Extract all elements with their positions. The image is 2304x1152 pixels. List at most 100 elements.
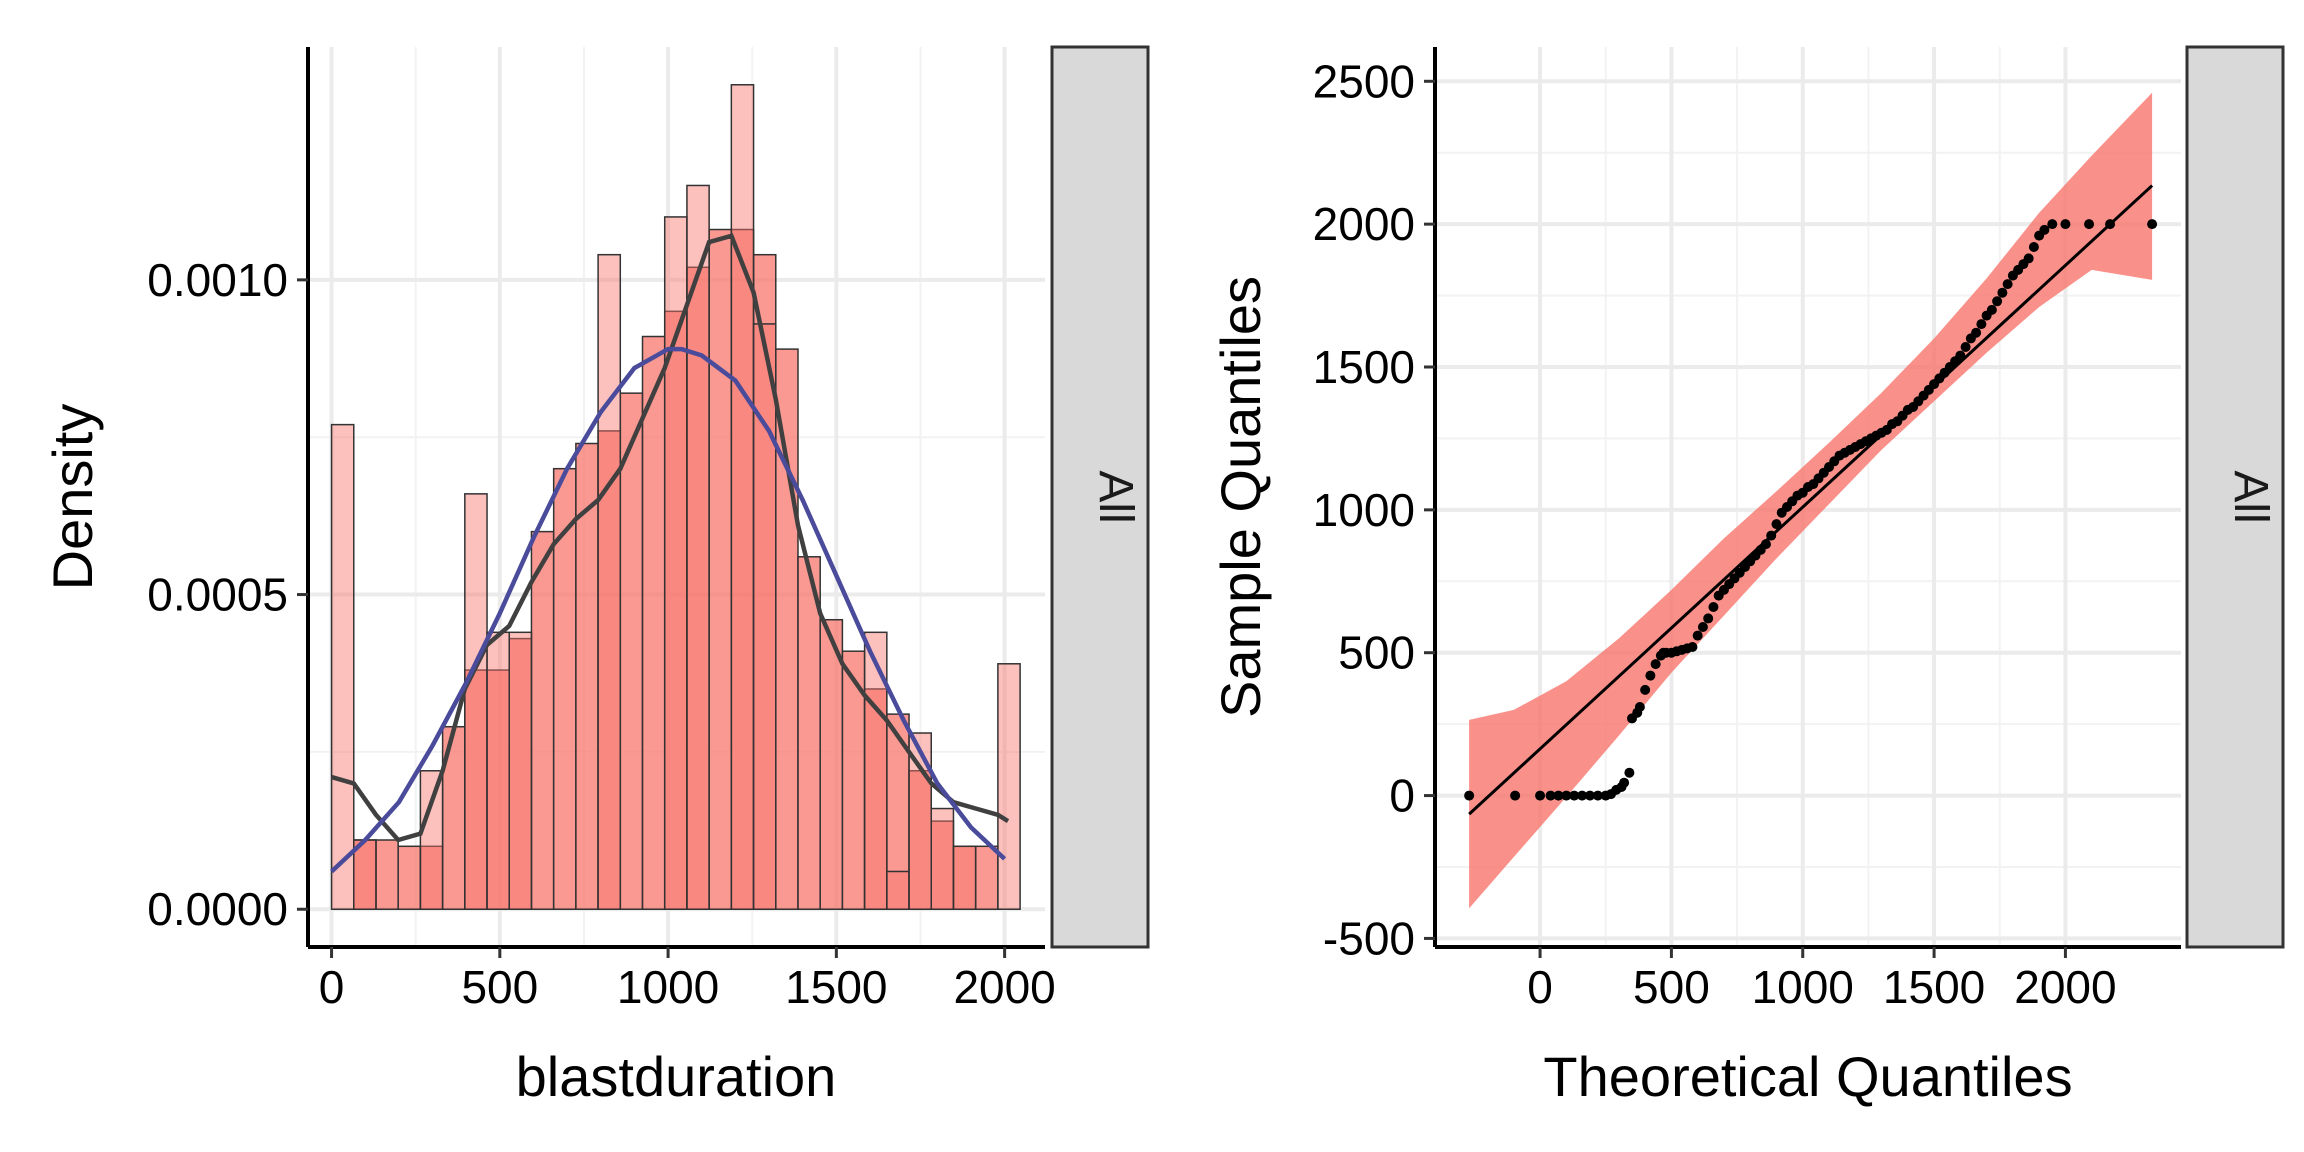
histogram-x-tick-label: 500 [461,961,538,1013]
qq-point [1464,790,1475,801]
qq-point [1624,767,1635,778]
qq-point [1986,304,1997,315]
qq-facet-label: All [2224,470,2277,523]
qq-point [2060,219,2071,230]
histogram-bar [375,839,399,910]
qq-point [1584,790,1595,801]
qq-point [1687,642,1698,652]
histogram-bar [686,184,710,910]
qq-y-tick-label: -500 [1323,912,1415,964]
qq-point [2028,242,2039,252]
histogram-bar [397,845,422,910]
qq-x-tick-label: 500 [1633,961,1710,1013]
histogram-bar [530,530,555,910]
histogram-bar [752,323,777,910]
qq-panel: -500 0 500 1000 1500 2000 2500 0 500 1000 1500 200… [1209,45,2285,1108]
qq-point [2084,219,2095,230]
qq-point [1561,790,1572,801]
histogram-x-ticks: 0 500 1000 1500 2000 [319,947,1056,1013]
qq-point [1697,622,1708,632]
histogram-x-tick-label: 1000 [617,961,719,1013]
qq-point [2147,219,2158,230]
qq-x-tick-label: 0 [1527,961,1553,1013]
normal-density-curve [330,346,1007,874]
qq-point [1771,519,1782,530]
qq-point [1569,790,1580,801]
qq-point [1703,613,1714,624]
histogram-x-tick-label: 0 [319,961,345,1013]
qq-point [1577,790,1588,801]
qq-point [1692,630,1703,641]
qq-point [1535,790,1546,801]
histogram-panel: 0.0000 0.0005 0.0010 0 500 1000 1500 2000 blas… [41,45,1150,1108]
histogram-x-tick-label: 2000 [953,961,1055,1013]
qq-y-tick-label: 1500 [1313,341,1415,393]
histogram-bar [508,631,533,910]
qq-point [1545,790,1556,801]
histogram-bar [619,392,644,910]
histogram-y-axis-title: Density [41,404,104,591]
histogram-facet-strip [1050,45,1150,949]
histogram-bar [597,253,622,910]
qq-x-ticks: 0 500 1000 1500 2000 [1527,947,2117,1013]
qq-point [1960,342,1971,352]
qq-point [2105,219,2116,230]
histogram-bar [930,807,955,910]
histogram-bar [819,618,844,910]
histogram-bars-secondary [330,84,1021,910]
qq-point [1645,670,1656,681]
histogram-bar [708,228,733,910]
qq-x-axis-title: Theoretical Quantiles [1543,1045,2072,1108]
histogram-bar [974,845,999,910]
histogram-bar [952,845,977,910]
qq-point [1971,327,1982,338]
histogram-y-tick-label: 0.0005 [147,569,288,621]
qq-x-tick-label: 1000 [1752,961,1854,1013]
histogram-y-tick-label: 0.0000 [147,883,288,935]
qq-point [2023,253,2034,264]
qq-y-ticks: -500 0 500 1000 1500 2000 2500 [1313,55,1435,964]
histogram-bar [886,870,910,910]
kernel-density-curve [330,233,1010,843]
qq-point [1955,350,1966,361]
histogram-bar [775,348,799,910]
histogram-x-axis-title: blastduration [516,1045,837,1108]
qq-point [2002,279,2013,290]
qq-y-tick-label: 2500 [1313,55,1415,107]
qq-point [1634,702,1645,712]
histogram-bar [641,335,666,910]
qq-reference-line [1468,184,2154,816]
histogram-bar [730,84,755,910]
histogram-bar [330,423,355,910]
histogram-x-tick-label: 1500 [785,961,887,1013]
histogram-bar [997,663,1021,910]
qq-point [2039,224,2050,235]
qq-point [1592,790,1603,801]
qq-y-tick-label: 2000 [1313,198,1415,250]
qq-point [1553,790,1564,801]
qq-facet-strip [2185,45,2285,949]
histogram-y-tick-label: 0.0010 [147,254,288,306]
qq-y-tick-label: 1000 [1313,484,1415,536]
histogram-bar [486,631,510,910]
qq-point [1708,602,1719,612]
histogram-bar [419,770,444,910]
qq-points [1464,219,2158,801]
qq-y-axis-title: Sample Quantiles [1209,276,1272,718]
qq-point [1510,790,1521,801]
histogram-bar [797,556,821,910]
qq-y-tick-label: 500 [1338,627,1415,679]
qq-point [2047,219,2058,230]
qq-point [1760,539,1771,550]
qq-point [1997,287,2008,298]
qq-point [1992,296,2003,307]
qq-x-tick-label: 1500 [1883,961,1985,1013]
qq-point [1976,319,1987,330]
histogram-facet-label: All [1089,470,1142,523]
qq-point [1619,777,1630,788]
qq-point [1640,684,1651,695]
qq-x-tick-label: 2000 [2014,961,2116,1013]
histogram-bar [464,493,488,910]
histogram-y-ticks: 0.0000 0.0005 0.0010 [147,254,308,935]
